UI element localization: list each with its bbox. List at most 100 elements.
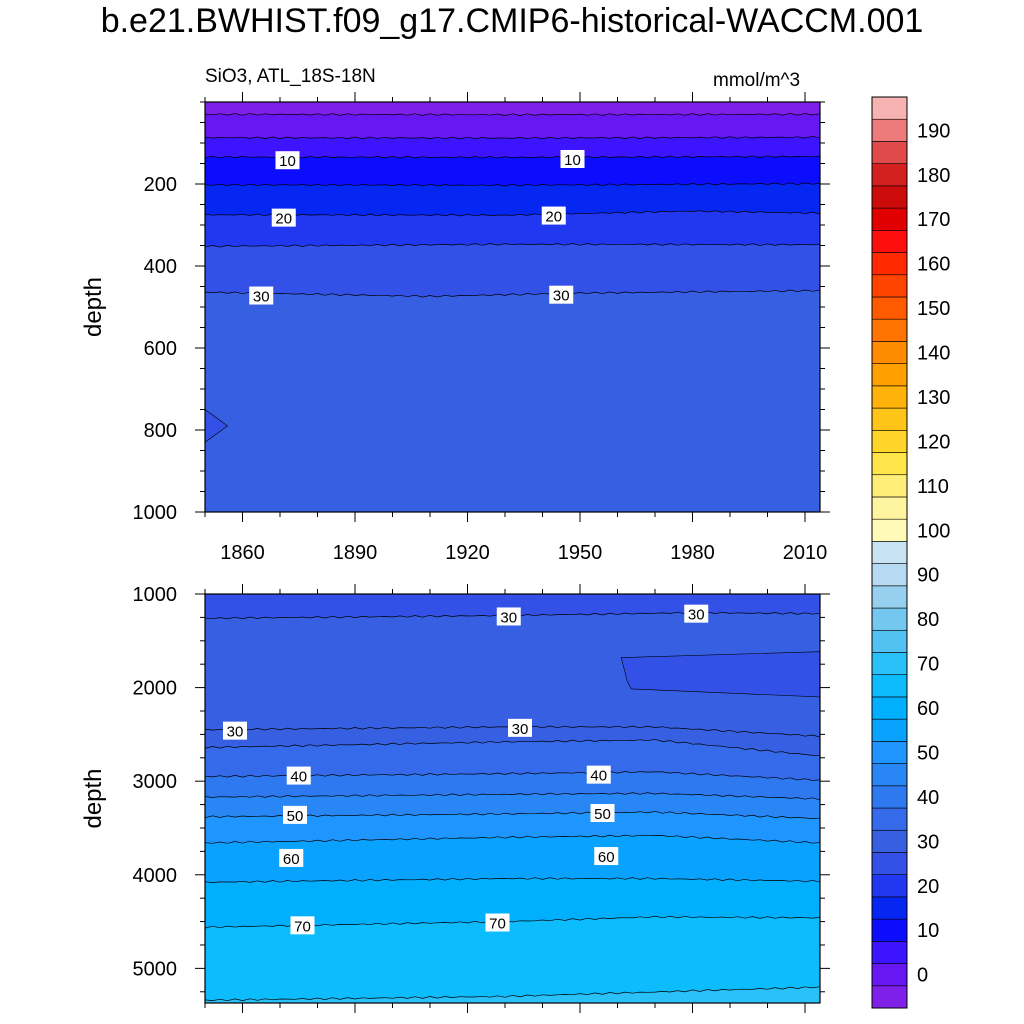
contour-label: 70 <box>489 916 506 933</box>
contour-label: 10 <box>279 153 296 170</box>
contour-label-bg <box>275 151 300 170</box>
colorbar-swatch <box>871 385 908 409</box>
y-tick-label: 3000 <box>133 771 178 793</box>
contour-line-15 <box>204 182 821 187</box>
contour-fill-65-8 <box>205 916 820 1003</box>
contour-line-50 <box>204 810 821 819</box>
y-tick-label: 600 <box>144 338 177 360</box>
y-tick-label: 1000 <box>133 502 178 524</box>
colorbar-tick-label: 90 <box>917 565 939 587</box>
colorbar-tick-label: 60 <box>917 698 939 720</box>
colorbar-swatch <box>871 429 908 453</box>
colorbar-swatch <box>871 407 908 431</box>
contour-label: 40 <box>590 768 607 785</box>
contour-label-bg <box>283 805 307 824</box>
contour-line-30 <box>204 289 821 298</box>
contour-label: 20 <box>545 209 562 226</box>
contour-line-10 <box>204 155 821 159</box>
colorbar-swatch <box>871 629 908 653</box>
figure-title: b.e21.BWHIST.f09_g17.CMIP6-historical-WA… <box>100 2 924 40</box>
colorbar-swatch <box>871 652 908 676</box>
contour-fill-30-6 <box>205 290 820 512</box>
colorbar-swatch <box>871 563 908 587</box>
panel-1: 10 10 20 20 30 30 1860 1890 1920 1950 1980 2010 200 4… <box>80 92 830 564</box>
contour-label-bg <box>249 286 274 305</box>
variable-label: SiO3, ATL_18S-18N <box>205 66 376 87</box>
colorbar-swatch <box>871 985 908 1009</box>
contour-line-5 <box>204 136 821 140</box>
contour-label: 30 <box>512 721 529 738</box>
colorbar-swatch <box>871 96 908 120</box>
contour-label: 50 <box>287 808 304 825</box>
colorbar-swatch <box>871 918 908 942</box>
colorbar-tick-label: 50 <box>917 742 939 764</box>
contour-line-45 <box>204 792 821 801</box>
colorbar-swatch <box>871 341 908 364</box>
colorbar-swatch <box>871 452 908 476</box>
colorbar-tick-label: 110 <box>917 476 949 498</box>
x-tick-label: 2010 <box>783 542 828 564</box>
colorbar-tick-label: 70 <box>917 654 939 676</box>
colorbar-swatch <box>871 941 908 964</box>
contour-label-bg <box>485 913 510 932</box>
colorbar-tick-label: 160 <box>917 254 950 276</box>
contour-label-bg <box>223 721 247 740</box>
contour-label: 30 <box>500 609 517 626</box>
colorbar-tick-label: 130 <box>917 387 950 409</box>
y-axis-label: depth <box>80 768 107 828</box>
contour-line-35 <box>204 738 821 756</box>
y-tick-label: 800 <box>144 420 177 442</box>
colorbar-swatch <box>871 807 908 831</box>
y-tick-label: 4000 <box>133 865 178 887</box>
contour-label: 10 <box>564 152 581 169</box>
colorbar-swatch <box>871 718 908 742</box>
colorbar-swatch <box>871 896 908 920</box>
colorbar-swatch <box>871 829 908 853</box>
colorbar-tick-label: 30 <box>917 831 939 853</box>
colorbar-tick-label: 140 <box>917 343 950 365</box>
colorbar-tick-label: 80 <box>917 609 939 631</box>
contour-label: 30 <box>227 724 244 741</box>
colorbar-swatch <box>871 118 908 142</box>
colorbar-swatch <box>871 874 908 898</box>
contour-label: 70 <box>294 918 311 935</box>
contour-label: 40 <box>290 769 307 786</box>
x-tick-label: 1920 <box>445 542 490 564</box>
colorbar-swatch <box>871 185 908 209</box>
contour-label-bg <box>590 804 615 823</box>
x-tick-label: 1890 <box>333 542 378 564</box>
colorbar-swatch <box>871 363 908 387</box>
colorbar-swatch <box>871 852 908 875</box>
contour-label: 30 <box>688 607 705 624</box>
colorbar-swatch <box>871 785 908 809</box>
contour-label-bg <box>279 848 304 867</box>
colorbar-swatch <box>871 585 908 609</box>
contour-line-0 <box>204 113 821 116</box>
colorbar-tick-label: 40 <box>917 787 939 809</box>
contour-label-bg <box>586 765 611 784</box>
plot-frame <box>204 593 821 1004</box>
contour-line-20 <box>204 210 821 217</box>
contour-label-bg <box>560 149 585 168</box>
contour-label-bg <box>684 604 709 623</box>
colorbar-swatch <box>871 518 908 542</box>
feature-region-0 <box>620 651 821 698</box>
y-axis-label: depth <box>80 277 107 337</box>
contour-label-bg <box>286 766 311 785</box>
contour-label-bg <box>594 847 619 866</box>
colorbar-swatch <box>871 541 908 564</box>
contour-line-60 <box>204 877 821 883</box>
colorbar-swatch <box>871 318 908 342</box>
contour-label: 60 <box>598 849 615 866</box>
contour-line-70 <box>204 986 821 1002</box>
colorbar-tick-label: 180 <box>917 165 950 187</box>
colorbar-tick-label: 120 <box>917 431 950 453</box>
contour-label-bg <box>508 718 532 737</box>
y-tick-label: 1000 <box>133 584 178 606</box>
colorbar-tick-label: 190 <box>917 120 950 142</box>
y-tick-label: 5000 <box>133 958 178 980</box>
contour-line-55 <box>204 834 821 844</box>
colorbar: 0 10 20 30 40 50 60 70 80 90 100 110 120 130 140 150 160… <box>871 96 950 1009</box>
x-tick-label: 1980 <box>670 542 715 564</box>
